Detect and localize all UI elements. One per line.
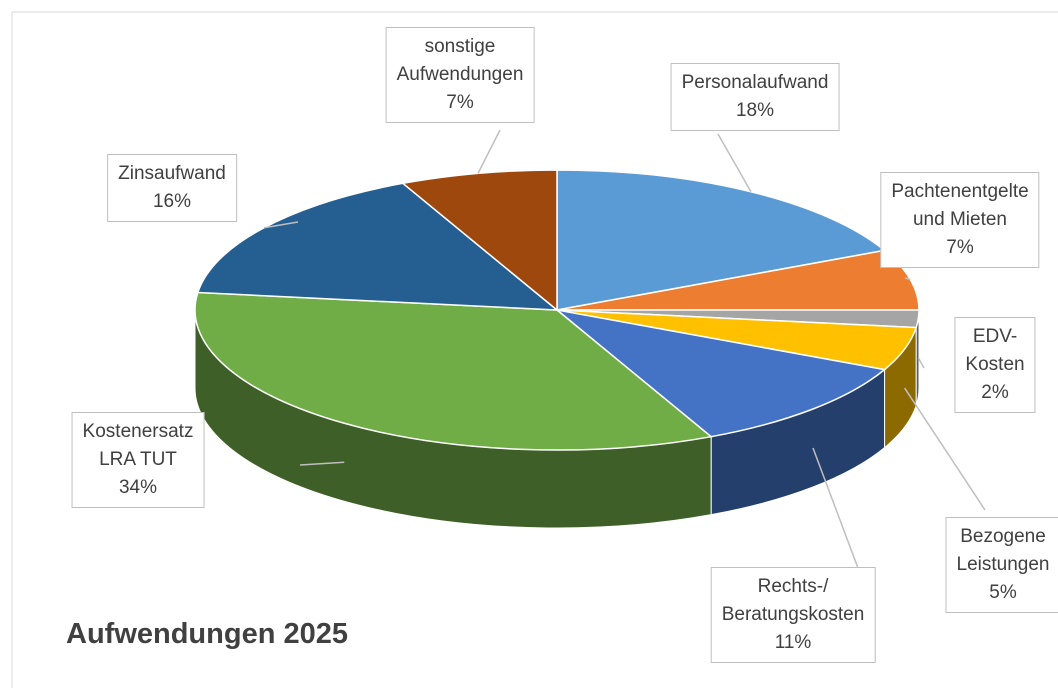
chart-frame	[11, 11, 1058, 688]
data-label: EDV-Kosten 2%	[954, 317, 1036, 413]
label-value: 7%	[946, 237, 974, 258]
label-name: Rechts-/ Beratungskosten	[721, 576, 865, 625]
leader-line	[299, 461, 345, 466]
data-label: Kostenersatz LRA TUT 34%	[71, 412, 205, 508]
label-name: Kostenersatz LRA TUT	[82, 421, 194, 470]
slice	[554, 308, 887, 438]
label-value: 5%	[989, 582, 1017, 603]
label-value: 34%	[118, 477, 158, 498]
label-value: 2%	[981, 382, 1009, 403]
data-label: Bezogene Leistungen 5%	[945, 517, 1058, 613]
leader-line	[917, 357, 925, 369]
data-label: Zinsaufwand 16%	[107, 154, 237, 222]
label-value: 11%	[774, 632, 812, 653]
label-name: Personalaufwand	[681, 72, 829, 93]
data-label: Rechts-/ Beratungskosten 11%	[710, 567, 876, 663]
label-value: 16%	[152, 191, 192, 212]
chart-title: Aufwendungen 2025	[66, 618, 348, 650]
leader-line	[904, 277, 911, 281]
leader-line	[812, 447, 859, 569]
data-label: Personalaufwand 18%	[670, 63, 840, 131]
leader-line	[717, 133, 752, 193]
label-name: sonstige Aufwendungen	[396, 36, 524, 85]
label-value: 18%	[735, 100, 775, 121]
label-name: Zinsaufwand	[118, 163, 226, 184]
label-value: 7%	[446, 92, 474, 113]
leader-line	[264, 221, 299, 229]
slice	[194, 291, 713, 451]
leader-line	[904, 387, 986, 511]
data-label: sonstige Aufwendungen 7%	[385, 27, 535, 123]
slice	[401, 169, 558, 312]
label-name: Pachtenentgelte und Mieten	[891, 181, 1029, 230]
label-name: EDV-Kosten	[965, 326, 1025, 375]
leader-line	[477, 129, 501, 174]
data-label: Pachtenentgelte und Mieten 7%	[880, 172, 1040, 268]
label-name: Bezogene Leistungen	[956, 526, 1050, 575]
